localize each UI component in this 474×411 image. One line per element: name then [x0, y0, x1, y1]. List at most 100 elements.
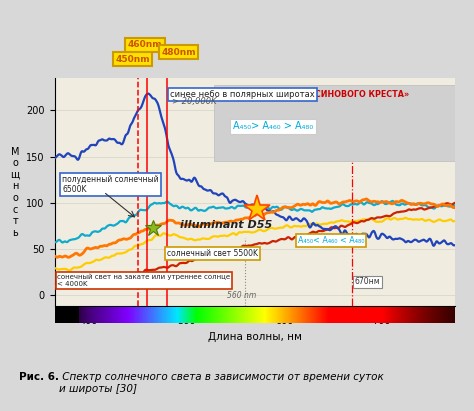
Bar [368, 307, 369, 323]
Bar [424, 307, 425, 323]
Bar [268, 307, 269, 323]
Bar [360, 307, 361, 323]
Bar [338, 307, 339, 323]
Bar [59, 307, 60, 323]
Bar [311, 307, 312, 323]
Bar [376, 307, 377, 323]
Bar [428, 307, 429, 323]
Bar [95, 307, 96, 323]
Bar [179, 307, 180, 323]
Bar [89, 307, 90, 323]
Bar [342, 307, 343, 323]
Bar [191, 307, 192, 323]
Bar [290, 307, 291, 323]
Bar [259, 307, 260, 323]
Bar [183, 307, 184, 323]
Bar [357, 307, 358, 323]
Bar [241, 307, 242, 323]
Bar [305, 307, 306, 323]
Bar [177, 307, 178, 323]
Bar [100, 307, 101, 323]
Text: A₄₅₀> A₄₆₀ > A₄₈₀: A₄₅₀> A₄₆₀ > A₄₈₀ [233, 122, 313, 132]
Bar [427, 307, 428, 323]
Bar [120, 307, 121, 323]
Bar [77, 307, 78, 323]
Bar [118, 307, 119, 323]
Bar [240, 307, 241, 323]
Bar [223, 307, 224, 323]
Bar [144, 307, 145, 323]
Bar [270, 307, 271, 323]
Bar [119, 307, 120, 323]
Bar [236, 307, 237, 323]
Bar [425, 307, 426, 323]
Bar [60, 307, 61, 323]
Bar [67, 307, 68, 323]
Bar [56, 307, 57, 323]
Bar [454, 307, 455, 323]
Text: синее небо в полярных широтах: синее небо в полярных широтах [170, 90, 315, 99]
Bar [315, 307, 316, 323]
Bar [79, 307, 80, 323]
Bar [221, 307, 222, 323]
Bar [266, 307, 267, 323]
Bar [238, 307, 239, 323]
Bar [160, 307, 161, 323]
Bar [215, 307, 216, 323]
Bar [299, 307, 300, 323]
Bar [364, 307, 365, 323]
Text: 670нм: 670нм [355, 277, 380, 286]
Bar [449, 307, 450, 323]
Bar [300, 307, 301, 323]
Bar [146, 307, 147, 323]
Bar [200, 307, 201, 323]
Bar [151, 307, 152, 323]
Bar [286, 307, 287, 323]
Bar [321, 307, 322, 323]
Bar [443, 307, 444, 323]
Bar [410, 307, 411, 323]
Bar [445, 307, 446, 323]
Bar [228, 307, 229, 323]
Bar [401, 307, 402, 323]
Bar [57, 307, 58, 323]
Bar [156, 307, 157, 323]
Bar [344, 307, 345, 323]
Bar [97, 307, 98, 323]
Bar [68, 307, 69, 323]
Bar [385, 307, 386, 323]
Bar [383, 307, 384, 323]
Bar [130, 307, 131, 323]
Bar [359, 307, 360, 323]
Bar [107, 307, 108, 323]
Text: солнечный свет 5500K: солнечный свет 5500K [167, 249, 258, 258]
Bar [446, 307, 447, 323]
Bar [264, 307, 265, 323]
Bar [416, 307, 417, 323]
Bar [87, 307, 88, 323]
Bar [157, 307, 158, 323]
Bar [346, 307, 347, 323]
Bar [387, 307, 388, 323]
Bar [154, 307, 155, 323]
Text: сонечный свет на закате или утреннее солнце
< 4000K: сонечный свет на закате или утреннее сол… [57, 274, 230, 287]
Bar [131, 307, 132, 323]
Bar [354, 307, 355, 323]
Bar [226, 307, 227, 323]
Bar [391, 307, 392, 323]
Bar [324, 307, 325, 323]
Bar [350, 307, 351, 323]
Bar [139, 307, 140, 323]
Text: УСЛОВИЯ «МЕЛАНОПСИНОВОГО КРЕСТА»: УСЛОВИЯ «МЕЛАНОПСИНОВОГО КРЕСТА» [216, 90, 409, 99]
Bar [280, 307, 281, 323]
Bar [152, 307, 153, 323]
Bar [233, 307, 234, 323]
Bar [96, 307, 97, 323]
Bar [64, 307, 65, 323]
Bar [250, 307, 251, 323]
Bar [208, 307, 209, 323]
Bar [227, 307, 228, 323]
Bar [115, 307, 116, 323]
Bar [149, 307, 150, 323]
Bar [201, 307, 202, 323]
